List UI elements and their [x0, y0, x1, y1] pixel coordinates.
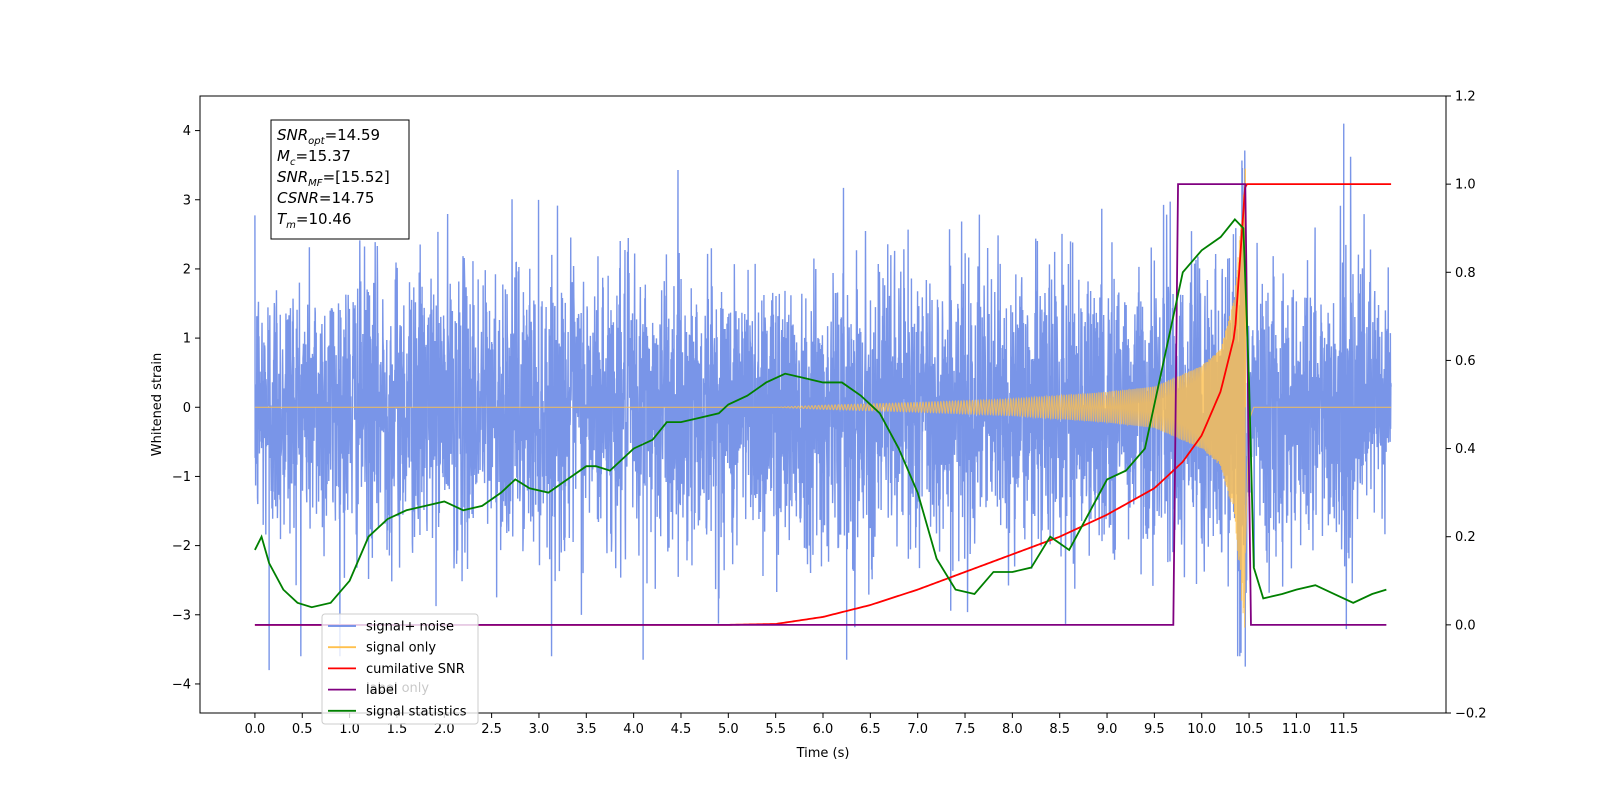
series-label-line: [254, 183, 1387, 626]
x-tick-label: 8.0: [1002, 722, 1023, 737]
annotation-value: =10.46: [296, 210, 352, 228]
series-signal-noise-line: [254, 123, 1392, 671]
axes-layer: 0.0 0.5 1.0 1.5 2.0 2.5 3.0 3.5 4.0 4.5 5.0 5.5 6.0 6…: [150, 90, 1487, 762]
y-tick-label: −1: [172, 470, 191, 485]
legend-label: signal statistics: [366, 704, 467, 719]
legend-label: signal+ noise: [366, 620, 454, 635]
annotation-box-frame: [270, 119, 410, 240]
x-tick-label: 8.5: [1049, 722, 1070, 737]
annotation-value: =14.75: [319, 189, 375, 207]
series-layer: [254, 123, 1392, 671]
x-tick-label: 0.0: [245, 722, 266, 737]
x-tick-label: 5.0: [718, 722, 739, 737]
annotation-value: =15.37: [295, 147, 351, 165]
x-tick-label: 1.0: [339, 722, 360, 737]
annotation-subscript: MF: [308, 178, 323, 189]
y2-tick-label: 0.0: [1455, 618, 1476, 633]
y2-tick-label: −0.2: [1455, 707, 1487, 722]
y2-tick-label: 0.6: [1455, 354, 1476, 369]
x-tick-label: 3.5: [576, 722, 597, 737]
x-tick-label: 9.5: [1144, 722, 1165, 737]
annotation-variable: T: [277, 210, 288, 228]
y-tick-label: −4: [172, 677, 191, 692]
y2-tick-label: 0.4: [1455, 442, 1476, 457]
legend-frame: [321, 613, 479, 725]
annotation-line: Tm=10.46: [277, 210, 351, 231]
y-tick-label: 1: [183, 332, 191, 347]
annotation-line: SNRopt=14.59: [277, 126, 380, 147]
y-axis-label: Whitened strain: [150, 353, 165, 456]
annotation-variable: M: [277, 147, 290, 165]
x-tick-label: 7.5: [955, 722, 976, 737]
series-signal-only-line: [254, 182, 1392, 628]
y2-tick-label: 1.2: [1455, 90, 1476, 105]
legend: label only signal+ noise signal only cumila…: [321, 613, 479, 725]
x-tick-label: 7.0: [907, 722, 928, 737]
annotation-variable: SNR: [277, 126, 308, 144]
annotation-subscript: m: [286, 220, 296, 231]
x-tick-label: 11.5: [1329, 722, 1358, 737]
x-tick-label: 0.5: [292, 722, 313, 737]
y2-tick-label: 0.2: [1455, 530, 1476, 545]
y-tick-label: 3: [183, 193, 191, 208]
y-tick-label: 2: [183, 262, 191, 277]
x-tick-label: 10.5: [1235, 722, 1264, 737]
x-tick-label: 4.5: [671, 722, 692, 737]
x-tick-label: 2.0: [434, 722, 455, 737]
x-tick-label: 6.5: [860, 722, 881, 737]
y2-tick-label: 0.8: [1455, 266, 1476, 281]
series-signal-statistics-line: [254, 218, 1387, 609]
annotation-value: =[15.52]: [323, 168, 390, 186]
annotation-line: CSNR=14.75: [277, 189, 374, 207]
legend-label: cumilative SNR: [366, 662, 465, 677]
x-tick-label: 5.5: [765, 722, 786, 737]
y-tick-label: 4: [183, 124, 191, 139]
y-tick-label: −3: [172, 608, 191, 623]
x-tick-label: 11.0: [1282, 722, 1311, 737]
x-tick-label: 1.5: [387, 722, 408, 737]
x-axis-label: Time (s): [796, 746, 850, 761]
annotation-box: SNRopt=14.59Mc=15.37SNRMF=[15.52]CSNR=14…: [270, 119, 410, 240]
annotation-value: =14.59: [325, 126, 381, 144]
annotation-variable: CSNR: [277, 189, 319, 207]
x-tick-label: 9.0: [1097, 722, 1118, 737]
annotation-subscript: opt: [308, 136, 325, 147]
y-tick-label: 0: [183, 401, 191, 416]
x-tick-label: 10.0: [1187, 722, 1216, 737]
y2-tick-label: 1.0: [1455, 178, 1476, 193]
annotation-variable: SNR: [277, 168, 308, 186]
legend-ghost-label: label only: [366, 681, 429, 696]
x-tick-label: 3.0: [529, 722, 550, 737]
y-tick-label: −2: [172, 539, 191, 554]
legend-label: signal only: [366, 641, 436, 656]
x-tick-label: 4.0: [623, 722, 644, 737]
legend-label: label: [366, 683, 397, 698]
x-tick-label: 2.5: [481, 722, 502, 737]
x-tick-label: 6.0: [813, 722, 834, 737]
annotation-line: SNRMF=[15.52]: [277, 168, 390, 189]
annotation-line: Mc=15.37: [277, 147, 351, 168]
annotation-subscript: c: [290, 157, 296, 168]
